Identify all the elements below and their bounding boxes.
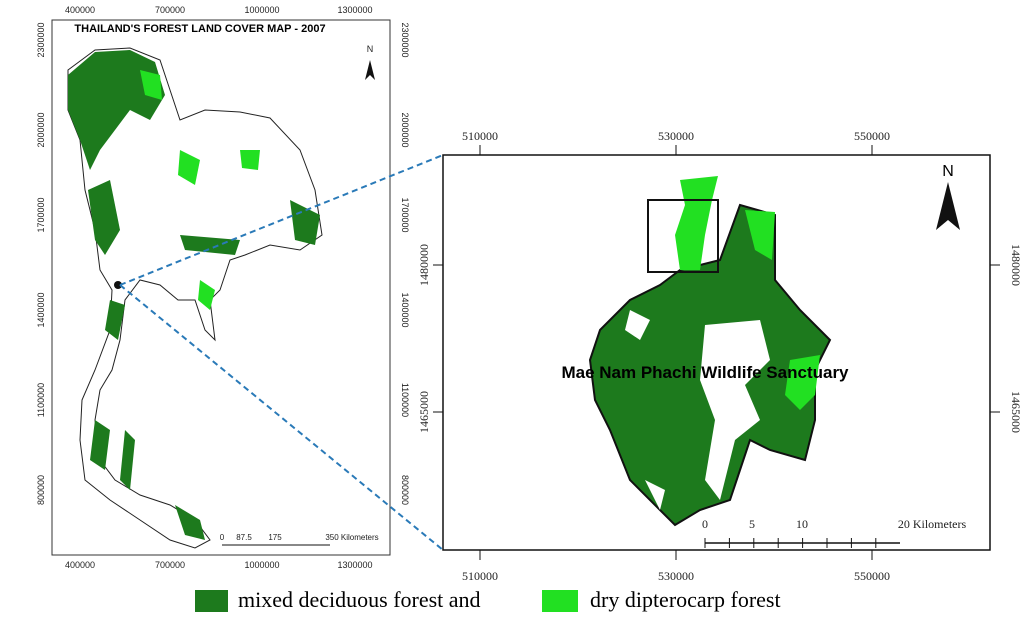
y-tick-label: 2300000 (36, 22, 46, 57)
x-tick-label: 1300000 (337, 560, 372, 570)
legend-label: dry dipterocarp forest (590, 587, 781, 612)
scale-label: 175 (268, 533, 282, 542)
y-tick-label: 2000000 (36, 112, 46, 147)
y-tick-label: 2300000 (400, 22, 410, 57)
scale-label: 10 (796, 517, 808, 531)
legend-swatch (542, 590, 578, 612)
north-arrow (365, 60, 375, 80)
legend-swatch (195, 590, 228, 612)
dry-forest (785, 355, 820, 410)
x-tick-label: 1300000 (337, 5, 372, 15)
y-tick-label: 1100000 (36, 383, 46, 417)
y-tick-label: 1465000 (417, 391, 431, 433)
x-tick-label: 510000 (462, 569, 498, 583)
scale-label: 0 (220, 533, 225, 542)
thailand-outline (67, 47, 323, 549)
mixed-forest-patches (68, 50, 320, 540)
scale-label: 5 (749, 517, 755, 531)
scale-label: 350 Kilometers (325, 533, 378, 542)
sanctuary-label: Mae Nam Phachi Wildlife Sanctuary (561, 363, 849, 382)
non-forest (625, 310, 770, 510)
y-tick-label: 1480000 (417, 244, 431, 286)
x-tick-label: 530000 (658, 569, 694, 583)
north-arrow (936, 182, 960, 230)
connector (119, 154, 444, 286)
y-tick-label: 1400000 (36, 292, 46, 327)
legend-label: mixed deciduous forest and (238, 587, 481, 612)
dry-forest-patches (140, 70, 260, 310)
y-tick-label: 800000 (36, 475, 46, 505)
scale-label: 20 Kilometers (898, 517, 967, 531)
scale-label: 87.5 (236, 533, 252, 542)
y-tick-label: 1480000 (1009, 244, 1023, 286)
x-tick-label: 550000 (854, 569, 890, 583)
y-tick-label: 1400000 (400, 292, 410, 327)
left-map-title: THAILAND'S FOREST LAND COVER MAP - 2007 (74, 23, 325, 35)
x-tick-label: 400000 (65, 5, 95, 15)
y-tick-label: 2000000 (400, 112, 410, 147)
x-tick-label: 700000 (155, 560, 185, 570)
x-tick-label: 550000 (854, 129, 890, 143)
x-tick-label: 1000000 (244, 560, 279, 570)
y-tick-label: 1465000 (1009, 391, 1023, 433)
scale-label: 0 (702, 517, 708, 531)
x-tick-label: 400000 (65, 560, 95, 570)
north-label: N (367, 44, 374, 54)
x-tick-label: 510000 (462, 129, 498, 143)
north-label: N (942, 163, 954, 180)
x-tick-label: 1000000 (244, 5, 279, 15)
sanctuary-location (114, 281, 122, 289)
dry-forest (745, 210, 775, 260)
y-tick-label: 1700000 (400, 197, 410, 232)
zoom-box (647, 199, 719, 273)
y-tick-label: 800000 (400, 475, 410, 505)
y-tick-label: 1100000 (400, 383, 410, 417)
x-tick-label: 700000 (155, 5, 185, 15)
x-tick-label: 530000 (658, 129, 694, 143)
y-tick-label: 1700000 (36, 197, 46, 232)
